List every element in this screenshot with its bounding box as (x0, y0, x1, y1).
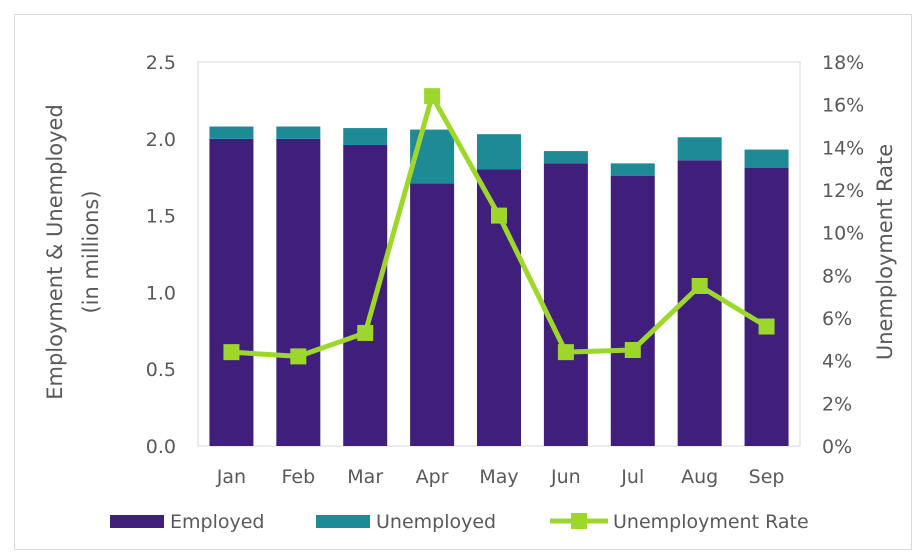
legend-swatch-rate-marker (571, 513, 587, 529)
unemployment-rate-marker (357, 324, 374, 341)
x-axis: Jan Feb Mar Apr May Jun Jul Aug Sep (216, 466, 785, 488)
x-tick-label: Jul (620, 466, 644, 488)
unemployed-bar (610, 163, 655, 176)
employed-bar (343, 144, 388, 446)
employed-bar (209, 138, 254, 447)
left-axis-title-line2: (in millions) (79, 190, 103, 313)
unemployed-bar (744, 149, 789, 168)
legend-swatch-unemployed (316, 515, 370, 528)
left-tick-label: 0.0 (146, 436, 176, 458)
unemployed-bar (477, 134, 521, 170)
right-y-axis: 0% 2% 4% 6% 8% 10% 12% 14% 16% 18% (822, 52, 864, 458)
line-series (223, 88, 775, 365)
right-tick-label: 0% (822, 436, 852, 458)
x-tick-label: Jun (550, 466, 581, 488)
right-tick-label: 12% (822, 180, 864, 202)
employed-bar (276, 138, 321, 447)
right-tick-label: 10% (822, 223, 864, 245)
left-tick-label: 0.5 (146, 359, 176, 381)
unemployment-rate-marker (691, 278, 708, 294)
unemployment-rate-marker (290, 348, 307, 365)
legend-swatch-employed (110, 515, 164, 528)
legend-label-employed: Employed (170, 511, 264, 533)
unemployment-rate-marker (557, 344, 574, 361)
legend-label-unemployed: Unemployed (376, 511, 496, 533)
employed-bar (543, 163, 588, 446)
right-tick-label: 4% (822, 351, 852, 373)
right-tick-label: 6% (822, 308, 852, 330)
employed-bar (410, 183, 455, 446)
unemployed-bar (276, 126, 321, 139)
right-axis-title: Unemployment Rate (873, 144, 897, 360)
left-y-axis: 0.0 0.5 1.0 1.5 2.0 2.5 (146, 52, 176, 458)
unemployed-bar (543, 151, 588, 164)
x-tick-label: May (479, 466, 518, 488)
legend: Employed Unemployed Unemployment Rate (110, 511, 809, 533)
right-tick-label: 8% (822, 265, 852, 287)
x-tick-label: Jan (216, 466, 246, 488)
left-axis-title-line1: Employment & Unemployed (43, 104, 67, 400)
unemployment-rate-marker (491, 207, 507, 224)
x-tick-label: Sep (749, 466, 785, 488)
left-tick-label: 2.5 (146, 52, 176, 74)
legend-label-rate: Unemployment Rate (613, 511, 809, 533)
employed-bar (744, 167, 789, 446)
unemployed-bar (209, 126, 254, 139)
right-tick-label: 14% (822, 137, 864, 159)
right-tick-label: 16% (822, 95, 864, 117)
left-tick-label: 1.5 (146, 206, 176, 228)
unemployed-bar (677, 137, 722, 161)
bar-series (209, 126, 789, 447)
right-tick-label: 2% (822, 393, 852, 415)
right-tick-label: 18% (822, 52, 864, 74)
unemployment-rate-marker (758, 318, 775, 335)
left-tick-label: 1.0 (146, 282, 176, 304)
unemployment-rate-marker (624, 342, 641, 358)
x-tick-label: Apr (416, 466, 449, 488)
employed-bar (610, 175, 655, 446)
unemployment-rate-marker (223, 344, 240, 361)
left-tick-label: 2.0 (146, 129, 176, 151)
x-tick-label: Feb (282, 466, 316, 488)
x-tick-label: Aug (681, 466, 718, 488)
unemployed-bar (343, 128, 388, 145)
x-tick-label: Mar (347, 466, 383, 488)
unemployment-rate-marker (424, 88, 441, 105)
